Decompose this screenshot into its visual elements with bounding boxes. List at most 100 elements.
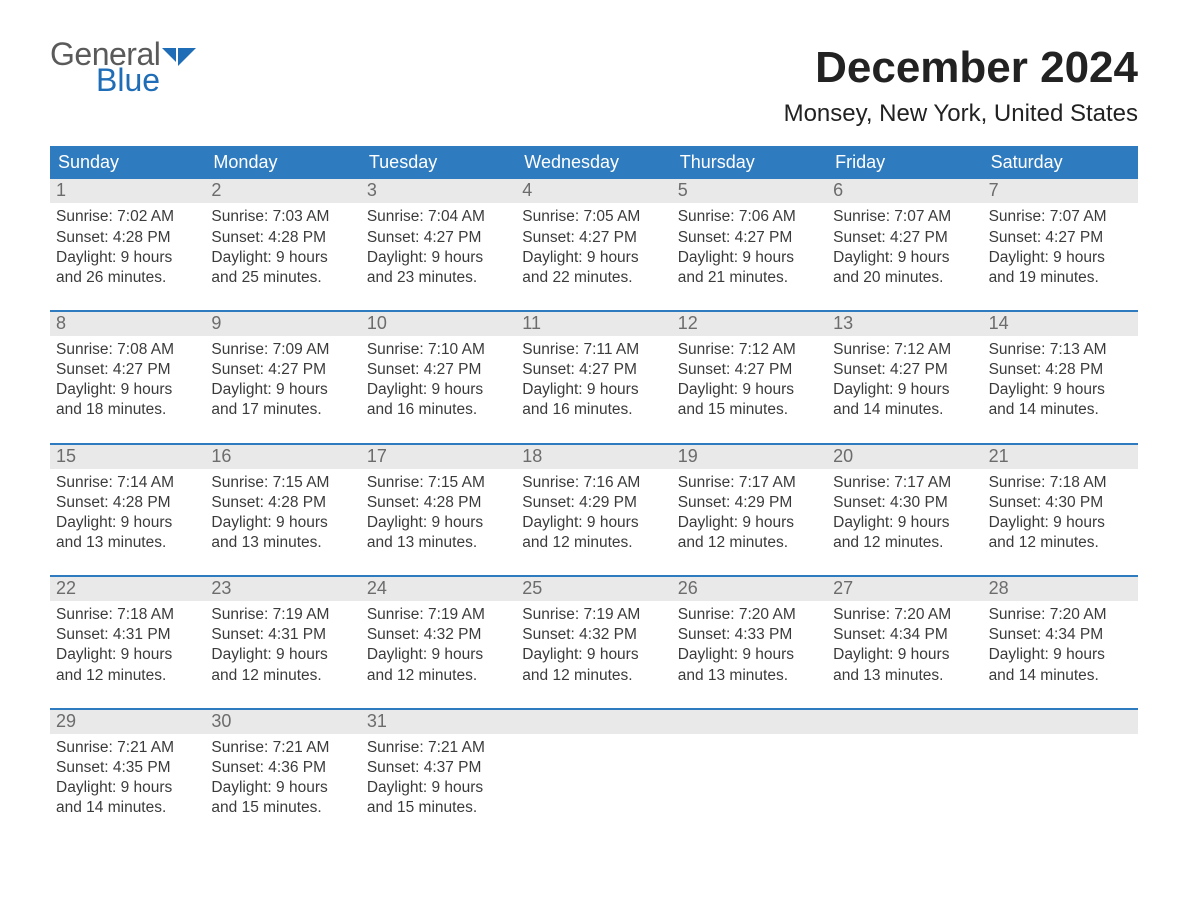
sunset-text: Sunset: 4:27 PM	[833, 228, 976, 248]
calendar-day-number: 31	[361, 710, 516, 734]
sunrise-text: Sunrise: 7:08 AM	[56, 340, 199, 360]
calendar-day-number: 15	[50, 445, 205, 469]
calendar-day-number: 25	[516, 577, 671, 601]
daylight-text-line1: Daylight: 9 hours	[56, 248, 199, 268]
calendar-day-number: 2	[205, 179, 360, 203]
calendar-day-body: Sunrise: 7:15 AMSunset: 4:28 PMDaylight:…	[361, 469, 516, 562]
daylight-text-line1: Daylight: 9 hours	[56, 645, 199, 665]
daylight-text-line1: Daylight: 9 hours	[678, 248, 821, 268]
calendar-day-number: 24	[361, 577, 516, 601]
sunset-text: Sunset: 4:34 PM	[989, 625, 1132, 645]
calendar-day-number: 30	[205, 710, 360, 734]
daylight-text-line1: Daylight: 9 hours	[522, 380, 665, 400]
sunrise-text: Sunrise: 7:14 AM	[56, 473, 199, 493]
calendar-day-number: 3	[361, 179, 516, 203]
calendar-day-number: 11	[516, 312, 671, 336]
daylight-text-line2: and 12 minutes.	[211, 666, 354, 686]
daylight-text-line2: and 13 minutes.	[367, 533, 510, 553]
page-subtitle: Monsey, New York, United States	[784, 100, 1138, 128]
calendar-day-body: Sunrise: 7:09 AMSunset: 4:27 PMDaylight:…	[205, 336, 360, 429]
calendar-day-body: Sunrise: 7:07 AMSunset: 4:27 PMDaylight:…	[827, 203, 982, 296]
page-title: December 2024	[784, 44, 1138, 92]
sunset-text: Sunset: 4:31 PM	[56, 625, 199, 645]
calendar-body-row: Sunrise: 7:21 AMSunset: 4:35 PMDaylight:…	[50, 734, 1138, 827]
daylight-text-line2: and 12 minutes.	[833, 533, 976, 553]
calendar-day-number: 10	[361, 312, 516, 336]
sunrise-text: Sunrise: 7:09 AM	[211, 340, 354, 360]
calendar-day-body: Sunrise: 7:21 AMSunset: 4:37 PMDaylight:…	[361, 734, 516, 827]
header: General Blue December 2024 Monsey, New Y…	[50, 44, 1138, 128]
sunrise-text: Sunrise: 7:19 AM	[211, 605, 354, 625]
daylight-text-line2: and 14 minutes.	[56, 798, 199, 818]
sunrise-text: Sunrise: 7:11 AM	[522, 340, 665, 360]
sunset-text: Sunset: 4:34 PM	[833, 625, 976, 645]
calendar-day-body: Sunrise: 7:17 AMSunset: 4:30 PMDaylight:…	[827, 469, 982, 562]
daylight-text-line1: Daylight: 9 hours	[211, 645, 354, 665]
daylight-text-line1: Daylight: 9 hours	[211, 248, 354, 268]
calendar-day-body: Sunrise: 7:03 AMSunset: 4:28 PMDaylight:…	[205, 203, 360, 296]
daylight-text-line1: Daylight: 9 hours	[989, 513, 1132, 533]
daylight-text-line2: and 12 minutes.	[522, 533, 665, 553]
sunset-text: Sunset: 4:28 PM	[211, 228, 354, 248]
calendar-day-body: Sunrise: 7:19 AMSunset: 4:32 PMDaylight:…	[361, 601, 516, 694]
calendar-day-number: 28	[983, 577, 1138, 601]
sunset-text: Sunset: 4:30 PM	[833, 493, 976, 513]
weekday-label: Tuesday	[361, 146, 516, 179]
sunrise-text: Sunrise: 7:20 AM	[833, 605, 976, 625]
calendar-day-body: Sunrise: 7:20 AMSunset: 4:34 PMDaylight:…	[827, 601, 982, 694]
sunset-text: Sunset: 4:27 PM	[678, 228, 821, 248]
calendar: Sunday Monday Tuesday Wednesday Thursday…	[50, 146, 1138, 826]
daylight-text-line2: and 26 minutes.	[56, 268, 199, 288]
daylight-text-line1: Daylight: 9 hours	[56, 778, 199, 798]
daylight-text-line2: and 25 minutes.	[211, 268, 354, 288]
sunset-text: Sunset: 4:27 PM	[367, 228, 510, 248]
calendar-week: 293031Sunrise: 7:21 AMSunset: 4:35 PMDay…	[50, 708, 1138, 827]
calendar-day-body: Sunrise: 7:19 AMSunset: 4:31 PMDaylight:…	[205, 601, 360, 694]
sunset-text: Sunset: 4:27 PM	[367, 360, 510, 380]
calendar-day-body: Sunrise: 7:12 AMSunset: 4:27 PMDaylight:…	[827, 336, 982, 429]
daylight-text-line1: Daylight: 9 hours	[367, 248, 510, 268]
sunrise-text: Sunrise: 7:07 AM	[989, 207, 1132, 227]
calendar-daynum-row: 15161718192021	[50, 445, 1138, 469]
calendar-day-number: 12	[672, 312, 827, 336]
sunrise-text: Sunrise: 7:15 AM	[211, 473, 354, 493]
daylight-text-line1: Daylight: 9 hours	[989, 380, 1132, 400]
sunrise-text: Sunrise: 7:06 AM	[678, 207, 821, 227]
daylight-text-line1: Daylight: 9 hours	[833, 248, 976, 268]
sunset-text: Sunset: 4:29 PM	[522, 493, 665, 513]
calendar-day-number: 14	[983, 312, 1138, 336]
sunrise-text: Sunrise: 7:20 AM	[989, 605, 1132, 625]
daylight-text-line2: and 19 minutes.	[989, 268, 1132, 288]
calendar-body-row: Sunrise: 7:18 AMSunset: 4:31 PMDaylight:…	[50, 601, 1138, 694]
sunrise-text: Sunrise: 7:21 AM	[367, 738, 510, 758]
calendar-day-body: Sunrise: 7:21 AMSunset: 4:36 PMDaylight:…	[205, 734, 360, 827]
sunset-text: Sunset: 4:29 PM	[678, 493, 821, 513]
sunrise-text: Sunrise: 7:18 AM	[56, 605, 199, 625]
calendar-header-row: Sunday Monday Tuesday Wednesday Thursday…	[50, 146, 1138, 179]
daylight-text-line2: and 16 minutes.	[367, 400, 510, 420]
calendar-day-body: Sunrise: 7:18 AMSunset: 4:31 PMDaylight:…	[50, 601, 205, 694]
calendar-day-number: 26	[672, 577, 827, 601]
sunrise-text: Sunrise: 7:13 AM	[989, 340, 1132, 360]
daylight-text-line1: Daylight: 9 hours	[56, 513, 199, 533]
sunrise-text: Sunrise: 7:15 AM	[367, 473, 510, 493]
calendar-day-number: 17	[361, 445, 516, 469]
sunset-text: Sunset: 4:37 PM	[367, 758, 510, 778]
daylight-text-line1: Daylight: 9 hours	[367, 513, 510, 533]
sunrise-text: Sunrise: 7:17 AM	[678, 473, 821, 493]
sunrise-text: Sunrise: 7:18 AM	[989, 473, 1132, 493]
calendar-day-body: Sunrise: 7:20 AMSunset: 4:34 PMDaylight:…	[983, 601, 1138, 694]
sunset-text: Sunset: 4:35 PM	[56, 758, 199, 778]
sunset-text: Sunset: 4:31 PM	[211, 625, 354, 645]
daylight-text-line1: Daylight: 9 hours	[211, 380, 354, 400]
sunset-text: Sunset: 4:32 PM	[522, 625, 665, 645]
calendar-day-number: 27	[827, 577, 982, 601]
sunset-text: Sunset: 4:28 PM	[989, 360, 1132, 380]
sunset-text: Sunset: 4:27 PM	[833, 360, 976, 380]
calendar-day-number: 20	[827, 445, 982, 469]
sunrise-text: Sunrise: 7:03 AM	[211, 207, 354, 227]
sunrise-text: Sunrise: 7:19 AM	[522, 605, 665, 625]
calendar-daynum-row: 891011121314	[50, 312, 1138, 336]
calendar-day-number: 5	[672, 179, 827, 203]
sunrise-text: Sunrise: 7:21 AM	[56, 738, 199, 758]
